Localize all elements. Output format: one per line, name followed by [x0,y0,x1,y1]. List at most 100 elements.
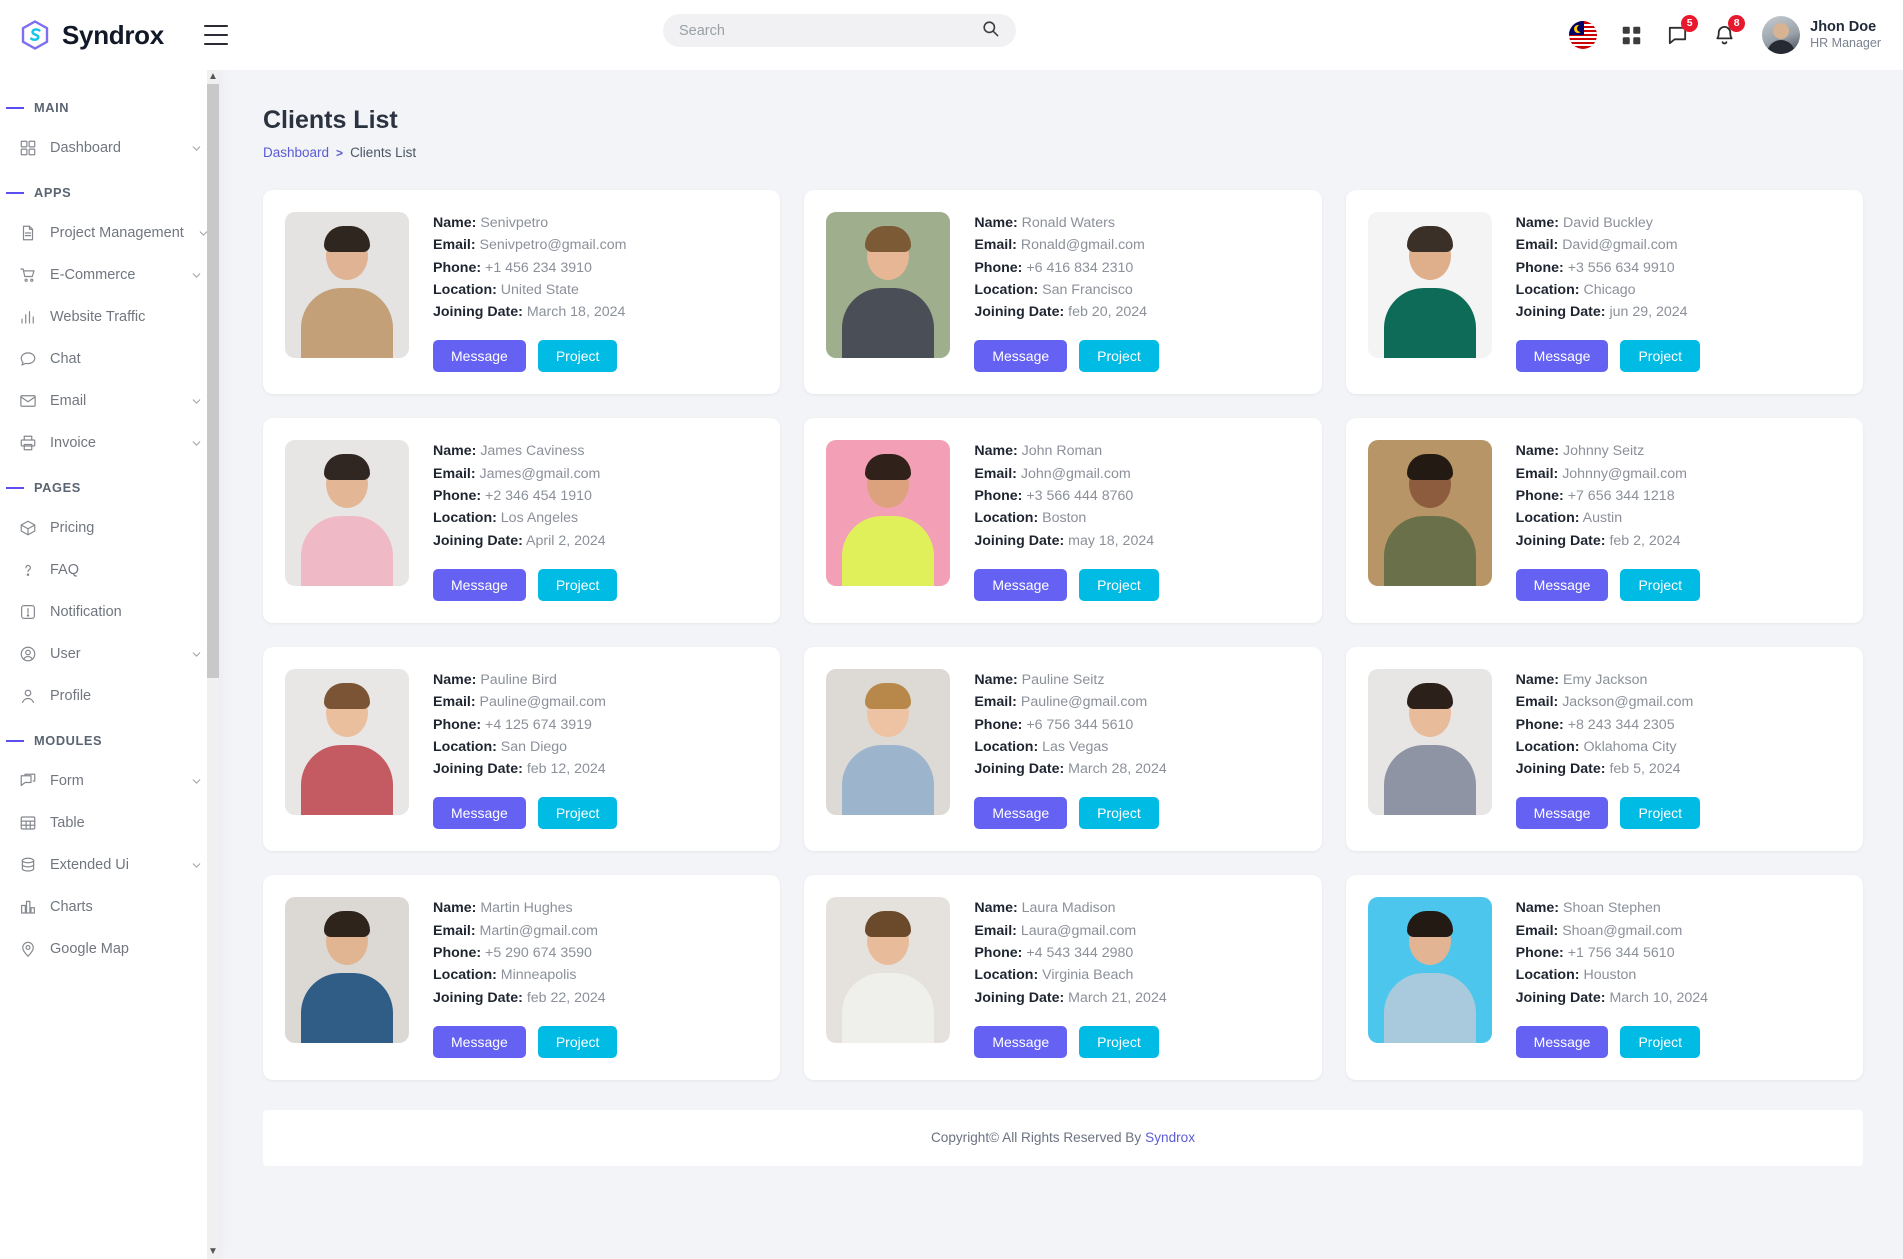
message-button[interactable]: Message [1515,340,1609,373]
client-card: Name: Martin Hughes Email: Martin@gmail.… [263,875,781,1080]
sidebar-item-email[interactable]: Email [0,380,219,422]
sidebar-item-user[interactable]: User [0,633,219,675]
label-joining-date: Joining Date: [433,532,523,549]
sidebar-item-chat[interactable]: Chat [0,338,219,380]
sidebar-scroll-thumb[interactable] [207,84,219,678]
hamburger-icon[interactable] [204,25,228,45]
sidebar-item-charts[interactable]: Charts [0,886,219,928]
sidebar-item-label: Pricing [50,520,95,536]
message-button[interactable]: Message [1515,568,1609,601]
client-email-row: Email: Martin@gmail.com [433,920,758,942]
client-name: Johnny Seitz [1562,443,1645,460]
syndrox-hexagon-logo-icon [20,20,50,50]
client-details: Name: Ronald Waters Email: Ronald@gmail.… [974,212,1299,373]
project-button[interactable]: Project [537,568,618,601]
breadcrumb-dashboard-link[interactable]: Dashboard [263,145,330,160]
chevron-down-icon[interactable] [190,437,203,450]
client-location-row: Location: Chicago [1516,279,1841,301]
label-location: Location: [433,510,497,527]
message-button[interactable]: Message [433,340,526,373]
label-email: Email: [433,922,476,939]
label-name: Name: [1515,900,1560,917]
project-button[interactable]: Project [1620,797,1701,830]
sidebar-item-label: E-Commerce [50,267,136,283]
sidebar-item-pricing[interactable]: Pricing [0,507,219,549]
project-button[interactable]: Project [1079,797,1159,830]
project-button[interactable]: Project [1620,340,1701,373]
label-joining-date: Joining Date: [433,304,523,321]
client-phone-row: Phone: +4 543 344 2980 [974,942,1299,964]
user-profile-menu[interactable]: Jhon Doe HR Manager [1762,16,1881,54]
client-joining-date: March 28, 2024 [1068,761,1167,778]
client-joining-date: April 2, 2024 [526,532,606,549]
message-button[interactable]: Message [1515,797,1609,830]
sidebar-item-faq[interactable]: FAQ [0,549,219,591]
sidebar-item-project-management[interactable]: Project Management [0,212,219,254]
message-button[interactable]: Message [433,568,526,601]
malaysia-flag-icon[interactable] [1569,21,1598,49]
project-button[interactable]: Project [1079,1025,1159,1058]
client-photo [826,440,951,587]
client-phone-row: Phone: +6 756 344 5610 [974,714,1299,736]
message-button[interactable]: Message [974,340,1068,373]
footer-link[interactable]: Syndrox [1145,1130,1196,1146]
search-icon[interactable] [981,19,1000,43]
client-name: Laura Madison [1021,900,1116,917]
client-name-row: Name: Pauline Bird [433,669,758,691]
sidebar-item-invoice[interactable]: Invoice [0,422,219,464]
client-email: Jackson@gmail.com [1562,694,1694,711]
message-icon[interactable]: 5 [1666,14,1699,47]
scroll-down-arrow-icon[interactable]: ▼ [208,1246,218,1257]
chevron-down-icon[interactable] [190,395,203,408]
project-button[interactable]: Project [537,1025,618,1058]
search-input[interactable] [679,22,981,39]
client-details: Name: Pauline Bird Email: Pauline@gmail.… [433,669,758,830]
message-button[interactable]: Message [433,1025,526,1058]
chevron-down-icon[interactable] [190,648,203,661]
sidebar-item-profile[interactable]: Profile [0,675,219,717]
client-joining-row: Joining Date: March 28, 2024 [974,758,1299,780]
sidebar-item-e-commerce[interactable]: E-Commerce [0,254,219,296]
project-button[interactable]: Project [1079,568,1159,601]
project-button[interactable]: Project [1620,1025,1701,1058]
brand-logo-area[interactable]: Syndrox [0,20,176,51]
sidebar-item-google-map[interactable]: Google Map [0,928,219,970]
client-joining-date: feb 22, 2024 [526,989,606,1006]
search-box[interactable] [663,14,1016,47]
chevron-down-icon[interactable] [190,142,203,155]
sidebar-item-notification[interactable]: Notification [0,591,219,633]
scroll-up-arrow-icon[interactable]: ▲ [208,71,218,82]
sidebar-scrollbar[interactable]: ▲ ▼ [207,70,219,1259]
client-card: Name: David Buckley Email: David@gmail.c… [1345,190,1863,395]
chevron-down-icon[interactable] [190,859,203,872]
message-button[interactable]: Message [1515,1025,1609,1058]
client-email: Shoan@gmail.com [1562,922,1683,939]
sidebar-item-extended-ui[interactable]: Extended Ui [0,844,219,886]
sidebar-item-dashboard[interactable]: Dashboard [0,127,219,169]
message-button[interactable]: Message [974,797,1068,830]
client-actions: Message Project [433,568,758,601]
message-button[interactable]: Message [974,1025,1068,1058]
chevron-down-icon[interactable] [197,227,210,240]
message-button[interactable]: Message [974,568,1068,601]
chevron-down-icon[interactable] [190,775,203,788]
bell-icon[interactable]: 8 [1713,14,1746,47]
project-button[interactable]: Project [537,340,618,373]
project-button[interactable]: Project [537,797,618,830]
sidebar-item-form[interactable]: Form [0,760,219,802]
chevron-down-icon[interactable] [190,269,203,282]
sidebar-item-table[interactable]: Table [0,802,219,844]
message-button[interactable]: Message [433,797,526,830]
sidebar-item-label: Extended Ui [50,857,129,873]
shopping-cart-icon [18,266,37,285]
client-phone: +1 456 234 3910 [485,259,592,276]
client-phone: +5 290 674 3590 [485,945,592,962]
sidebar-item-website-traffic[interactable]: Website Traffic [0,296,219,338]
client-actions: Message Project [433,1025,758,1058]
client-actions: Message Project [974,340,1299,373]
label-phone: Phone: [1515,716,1564,733]
clients-grid: Name: Senivpetro Email: Senivpetro@gmail… [219,160,1903,1080]
project-button[interactable]: Project [1620,568,1701,601]
grid-apps-icon[interactable] [1621,25,1642,46]
project-button[interactable]: Project [1079,340,1159,373]
